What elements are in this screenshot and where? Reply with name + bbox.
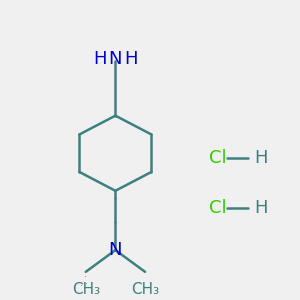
Text: H: H bbox=[93, 50, 106, 68]
Text: N: N bbox=[85, 276, 86, 277]
Text: H: H bbox=[124, 50, 138, 68]
Text: CH₃: CH₃ bbox=[72, 282, 100, 297]
Text: N: N bbox=[109, 241, 122, 259]
Text: H: H bbox=[254, 199, 267, 217]
Text: H: H bbox=[254, 149, 267, 167]
Text: N: N bbox=[86, 283, 87, 284]
Text: N: N bbox=[109, 50, 122, 68]
Text: N: N bbox=[81, 285, 82, 286]
Text: CH₃: CH₃ bbox=[131, 282, 159, 297]
Text: Cl: Cl bbox=[209, 149, 227, 167]
Text: Cl: Cl bbox=[209, 199, 227, 217]
